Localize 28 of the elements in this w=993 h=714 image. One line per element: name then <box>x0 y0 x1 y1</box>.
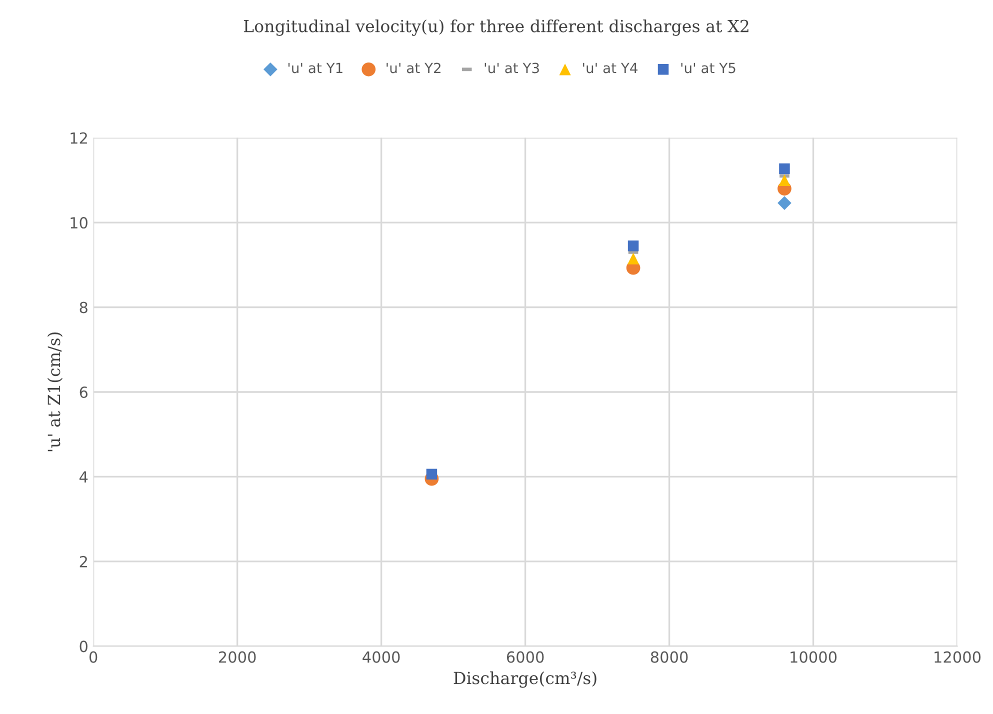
point <box>426 468 438 480</box>
legend-label: 'u' at Y1 <box>288 62 342 74</box>
legend-label: 'u' at Y2 <box>386 62 440 74</box>
y-tick-label: 4 <box>80 471 88 483</box>
y-tick-label: 0 <box>80 640 88 652</box>
legend-label: 'u' at Y5 <box>681 62 736 74</box>
point <box>779 163 790 174</box>
y-tick-label: 6 <box>80 386 88 398</box>
point <box>627 252 640 264</box>
legend-label: 'u' at Y3 <box>484 62 539 74</box>
y-tick-label: 2 <box>80 556 87 568</box>
y-tick-label: 10 <box>70 216 88 229</box>
point <box>628 240 639 252</box>
x-axis-title: Discharge(cm³/s) <box>454 671 596 688</box>
x-tick-label: 12000 <box>934 651 981 663</box>
x-tick-label: 8000 <box>650 651 688 663</box>
y-tick-label: 8 <box>80 302 88 314</box>
point <box>778 174 790 186</box>
x-tick-label: 10000 <box>790 651 837 663</box>
x-tick-label: 0 <box>89 651 98 663</box>
legend-label: 'u' at Y4 <box>583 62 638 74</box>
x-tick-label: 6000 <box>506 651 544 663</box>
x-tick-label: 2000 <box>219 651 256 663</box>
chart-title: Longitudinal velocity(u) for three different discharges at X2 <box>244 19 748 36</box>
y-axis-title: 'u' at Z1(cm/s) <box>47 332 63 452</box>
point <box>778 196 792 210</box>
y-tick-label: 12 <box>70 132 87 144</box>
x-tick-label: 4000 <box>362 651 400 663</box>
